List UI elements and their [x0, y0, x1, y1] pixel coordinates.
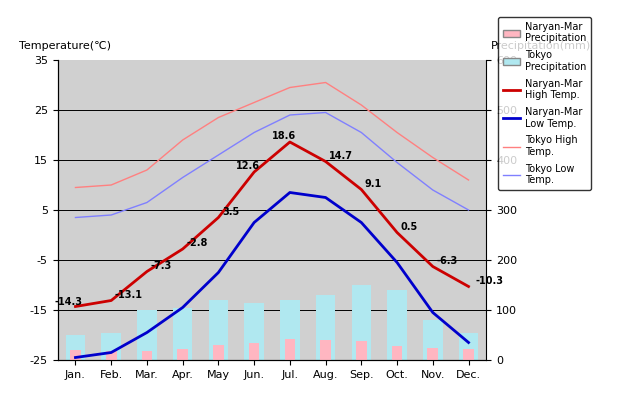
Text: 14.7: 14.7 — [329, 151, 353, 161]
Bar — [249, 342, 259, 360]
Bar — [137, 310, 157, 360]
Bar — [356, 341, 367, 360]
Bar — [244, 302, 264, 360]
Text: -13.1: -13.1 — [115, 290, 143, 300]
Text: -10.3: -10.3 — [476, 276, 504, 286]
Bar — [70, 350, 81, 360]
Bar — [428, 348, 438, 360]
Bar — [320, 340, 331, 360]
Bar — [141, 351, 152, 360]
Text: 18.6: 18.6 — [272, 131, 296, 141]
Text: 0.5: 0.5 — [401, 222, 418, 232]
Bar — [392, 346, 403, 360]
Bar — [463, 349, 474, 360]
Bar — [285, 339, 295, 360]
Bar — [316, 295, 335, 360]
Text: 9.1: 9.1 — [365, 179, 382, 189]
Bar — [209, 300, 228, 360]
Text: -6.3: -6.3 — [436, 256, 458, 266]
Bar — [101, 332, 121, 360]
Bar — [280, 300, 300, 360]
Bar — [106, 351, 116, 360]
Bar — [213, 345, 224, 360]
Text: -7.3: -7.3 — [150, 261, 172, 271]
Text: 3.5: 3.5 — [222, 207, 239, 217]
Bar — [173, 308, 193, 360]
Bar — [66, 335, 85, 360]
Text: -14.3: -14.3 — [54, 297, 82, 307]
Bar — [177, 349, 188, 360]
Bar — [387, 290, 407, 360]
Legend: Naryan-Mar
Precipitation, Tokyo
Precipitation, Naryan-Mar
High Temp., Naryan-Mar: Naryan-Mar Precipitation, Tokyo Precipit… — [498, 17, 591, 190]
Bar — [423, 320, 443, 360]
Bar — [459, 332, 478, 360]
Text: Precipitation(mm): Precipitation(mm) — [491, 41, 591, 51]
Text: -2.8: -2.8 — [186, 238, 207, 248]
Text: Temperature(℃): Temperature(℃) — [19, 41, 111, 51]
Text: 12.6: 12.6 — [236, 161, 260, 171]
Bar — [351, 285, 371, 360]
